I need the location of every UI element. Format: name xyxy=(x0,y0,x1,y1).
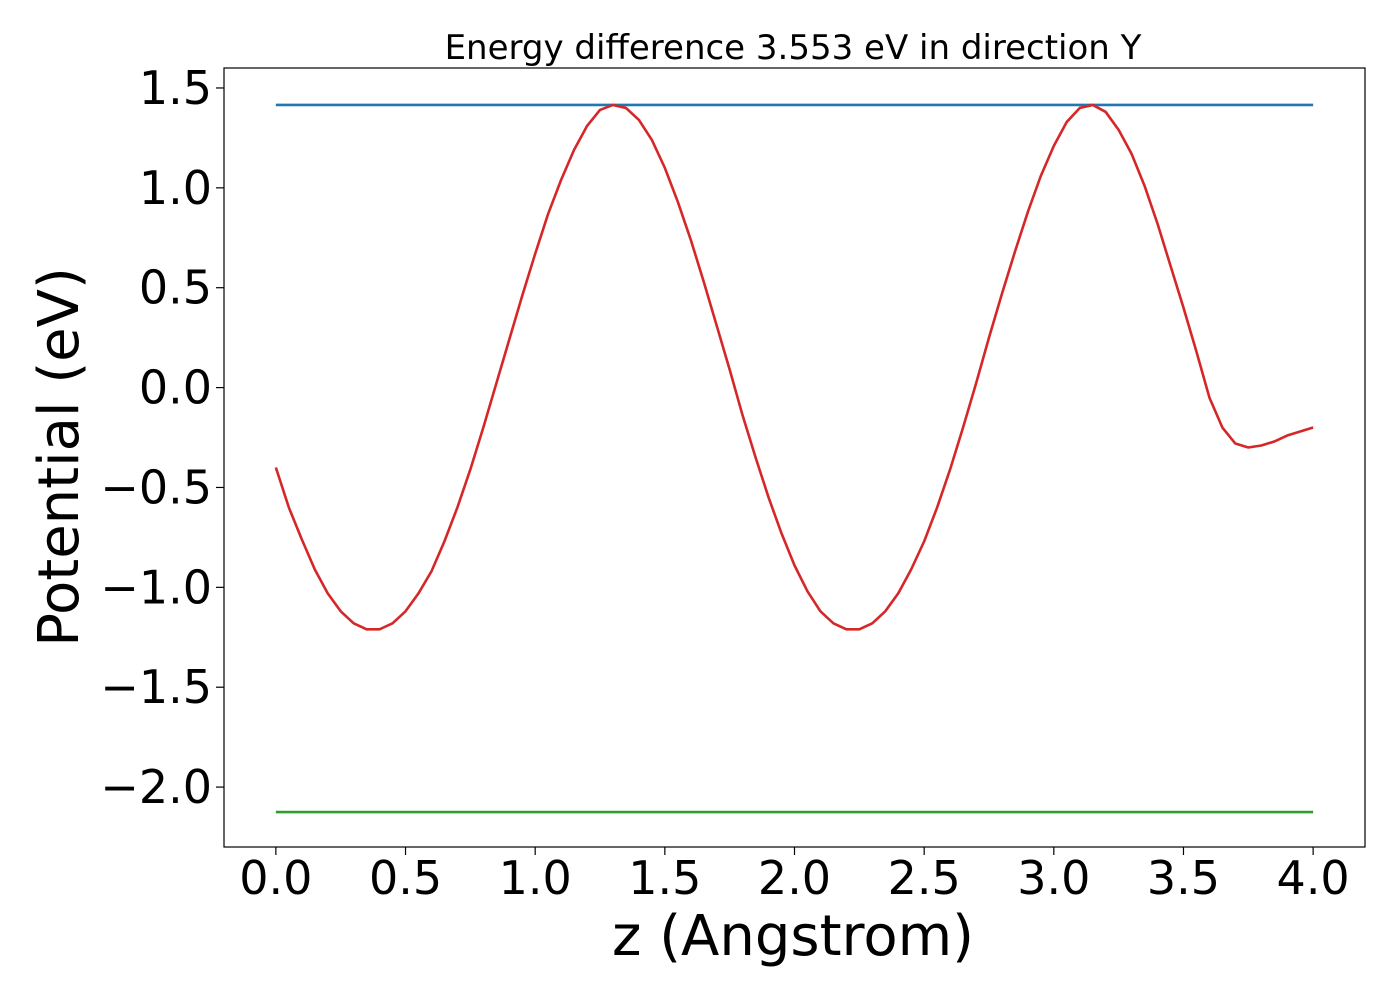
y-tick-label: 1.0 xyxy=(139,161,212,215)
y-tick-label: −2.0 xyxy=(100,760,212,814)
y-tick-label: 0.5 xyxy=(139,261,212,315)
x-tick-label: 3.5 xyxy=(1147,851,1220,905)
x-tick-label: 3.0 xyxy=(1017,851,1090,905)
x-axis: 0.0 0.5 1.0 1.5 2.0 2.5 3.0 3.5 4.0 xyxy=(239,847,1350,905)
y-axis: 1.5 1.0 0.5 0.0 −0.5 −1.0 −1.5 −2.0 xyxy=(100,61,224,814)
y-tick-label: −1.5 xyxy=(100,660,212,714)
plot-area xyxy=(274,103,1314,814)
y-tick-label: −1.0 xyxy=(100,560,212,614)
x-tick-label: 2.5 xyxy=(888,851,961,905)
y-tick-label: 1.5 xyxy=(139,61,212,115)
x-tick-label: 2.0 xyxy=(758,851,831,905)
y-tick-label: −0.5 xyxy=(100,460,212,514)
y-axis-label: Potential (eV) xyxy=(27,267,92,647)
y-tick-label: 0.0 xyxy=(139,361,212,415)
x-axis-label: z (Angstrom) xyxy=(612,904,974,969)
x-tick-label: 0.5 xyxy=(369,851,442,905)
series-layer xyxy=(274,103,1314,814)
x-tick-label: 1.5 xyxy=(628,851,701,905)
x-tick-label: 0.0 xyxy=(239,851,312,905)
chart-title: Energy difference 3.553 eV in direction … xyxy=(445,28,1142,68)
x-tick-label: 4.0 xyxy=(1277,851,1350,905)
series-line-2 xyxy=(274,103,1314,631)
x-tick-label: 1.0 xyxy=(499,851,572,905)
